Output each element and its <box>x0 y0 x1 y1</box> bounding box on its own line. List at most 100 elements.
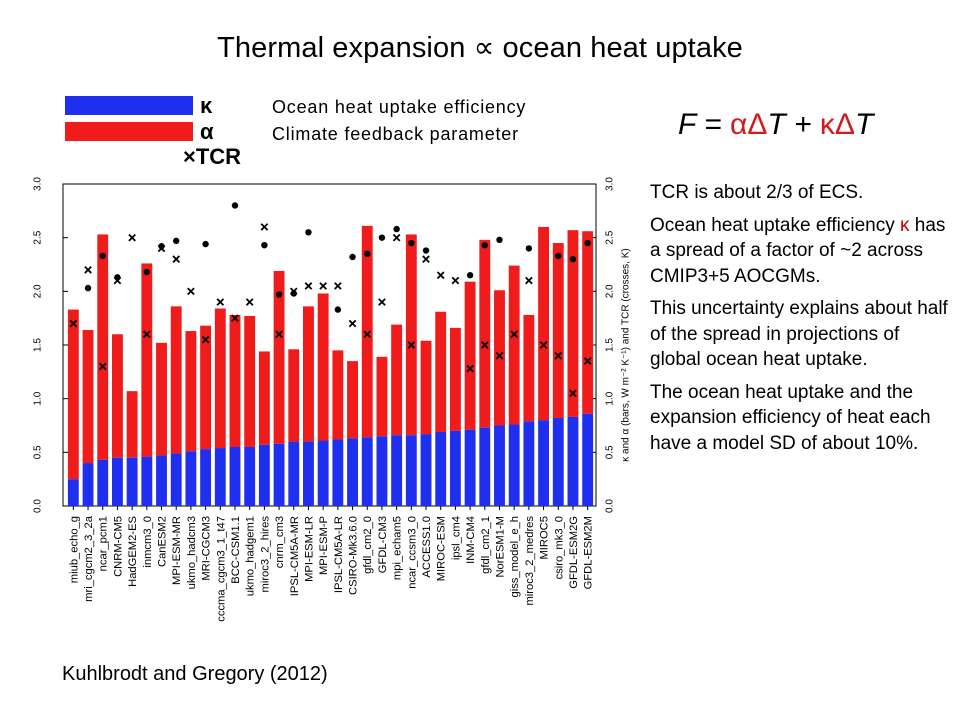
bar-alpha <box>273 270 285 444</box>
y-tick-label-left: 0.0 <box>33 499 44 513</box>
tcr-cross-stroke <box>334 282 342 290</box>
tcr-cross-stroke <box>69 319 78 328</box>
tcr-cross-stroke <box>525 276 533 285</box>
bar-alpha <box>405 234 417 436</box>
tcr-cross-stroke <box>201 335 210 344</box>
tcr-cross <box>260 223 269 231</box>
bar-alpha <box>449 327 461 431</box>
x-tick-label: INM-CM4 <box>465 516 477 564</box>
dot-marker <box>569 255 577 263</box>
note-2: Ocean heat uptake efficiency κ has a spr… <box>650 213 950 290</box>
tcr-cross <box>187 287 195 296</box>
note-4: The ocean heat uptake and the expansion … <box>650 381 931 454</box>
bar-kappa <box>317 440 329 506</box>
legend-tcr-label: ×TCR <box>183 144 241 169</box>
y-tick-label-right: 1.0 <box>605 391 616 405</box>
bar-kappa <box>538 420 550 506</box>
bar-kappa <box>479 427 491 506</box>
formula: F = αΔT + κΔT <box>678 108 873 142</box>
tcr-cross-stroke <box>480 341 489 349</box>
dot-marker <box>305 229 312 236</box>
tcr-cross-stroke <box>245 298 254 306</box>
note-2-a: Ocean heat uptake efficiency <box>650 214 900 236</box>
bar-kappa <box>126 457 138 506</box>
note-1: TCR is about 2/3 of ECS. <box>650 182 864 203</box>
dot-marker <box>99 252 106 260</box>
tcr-cross-stroke <box>172 255 181 263</box>
tcr-cross <box>539 341 548 349</box>
x-tick-label: gfdl_cm2_1 <box>480 516 492 574</box>
bar-kappa <box>405 435 417 506</box>
tcr-cross-stroke <box>510 330 519 339</box>
x-tick-label: cnrm_cm3 <box>274 516 286 568</box>
tcr-cross-stroke <box>569 389 577 398</box>
bar-alpha <box>420 340 432 435</box>
dot-marker <box>555 252 562 260</box>
bar-kappa <box>435 431 447 506</box>
dot-marker <box>349 253 356 261</box>
bar-kappa <box>67 479 79 506</box>
y-tick-label-right: 2.0 <box>605 284 616 298</box>
bar-kappa <box>420 434 432 506</box>
bar-kappa <box>361 437 373 506</box>
notes: TCR is about 2/3 of ECS. Ocean heat upta… <box>650 180 950 463</box>
dot-marker <box>496 236 503 244</box>
bar-kappa <box>214 448 226 506</box>
x-tick-label: IPSL-CM5A-MR <box>289 516 301 596</box>
tcr-cross <box>510 330 519 339</box>
dot-marker <box>481 241 488 249</box>
x-tick-label: giss_model_e_h <box>509 516 521 597</box>
y-axis-label-right: κ and α (bars, W m⁻² K⁻¹) and TCR (cross… <box>621 248 632 461</box>
formula-alpha-delta: αΔ <box>729 108 768 141</box>
bar-kappa <box>567 416 579 506</box>
bar-alpha <box>97 234 109 460</box>
dot-marker <box>202 240 209 248</box>
tcr-cross-stroke <box>275 330 283 339</box>
tcr-cross-stroke <box>407 341 416 349</box>
bar-alpha <box>82 329 94 464</box>
tcr-cross-stroke <box>436 271 445 280</box>
citation: Kuhlbrodt and Gregory (2012) <box>62 663 328 685</box>
y-tick-label-left: 1.0 <box>33 391 44 405</box>
note-2-b: has a spread of a factor of ~2 across CM… <box>650 214 946 287</box>
tcr-cross-stroke <box>304 282 313 290</box>
dot-marker <box>143 268 151 276</box>
x-tick-label: GFDL-ESM2G <box>568 516 580 589</box>
dot-marker <box>393 225 400 233</box>
bar-alpha <box>244 316 256 447</box>
x-tick-label: inmcm3_0 <box>142 516 154 568</box>
x-tick-label: NorESM1-M <box>494 516 506 578</box>
bar-alpha <box>170 306 182 454</box>
bar-kappa <box>156 455 167 506</box>
bar-kappa <box>508 424 520 506</box>
tcr-cross <box>583 357 592 365</box>
tcr-cross <box>98 362 107 371</box>
tcr-cross <box>378 298 386 306</box>
bar-kappa <box>582 413 594 506</box>
x-tick-label: miroc3_2_hires <box>259 516 271 593</box>
tcr-cross-stroke <box>554 351 563 360</box>
x-tick-label: GFDL-CM3 <box>377 516 389 573</box>
legend-kappa-swatch <box>65 96 193 115</box>
bar-kappa <box>258 444 270 506</box>
bar-alpha <box>494 290 505 426</box>
dot-marker <box>173 237 180 245</box>
y-tick-label-left: 0.5 <box>33 445 44 459</box>
tcr-cross <box>128 233 136 242</box>
x-tick-label: ACCESS1.0 <box>421 516 433 578</box>
dot-marker <box>84 284 92 292</box>
legend-alpha-label: Climate feedback parameter <box>272 124 519 144</box>
bar-kappa <box>82 463 94 506</box>
x-tick-label: ipsl_cm4 <box>450 516 462 560</box>
legend-alpha-symbol: α <box>200 119 214 144</box>
tcr-cross <box>69 319 78 328</box>
bar-alpha <box>347 361 358 439</box>
tcr-cross <box>407 341 416 349</box>
tcr-cross-stroke <box>84 266 92 274</box>
formula-term2: T <box>854 108 874 141</box>
dot-marker <box>334 306 342 313</box>
tcr-cross-stroke <box>260 223 269 231</box>
tcr-cross-stroke <box>363 330 372 339</box>
tcr-cross <box>304 282 313 290</box>
note-2-kappa: κ <box>899 214 910 236</box>
